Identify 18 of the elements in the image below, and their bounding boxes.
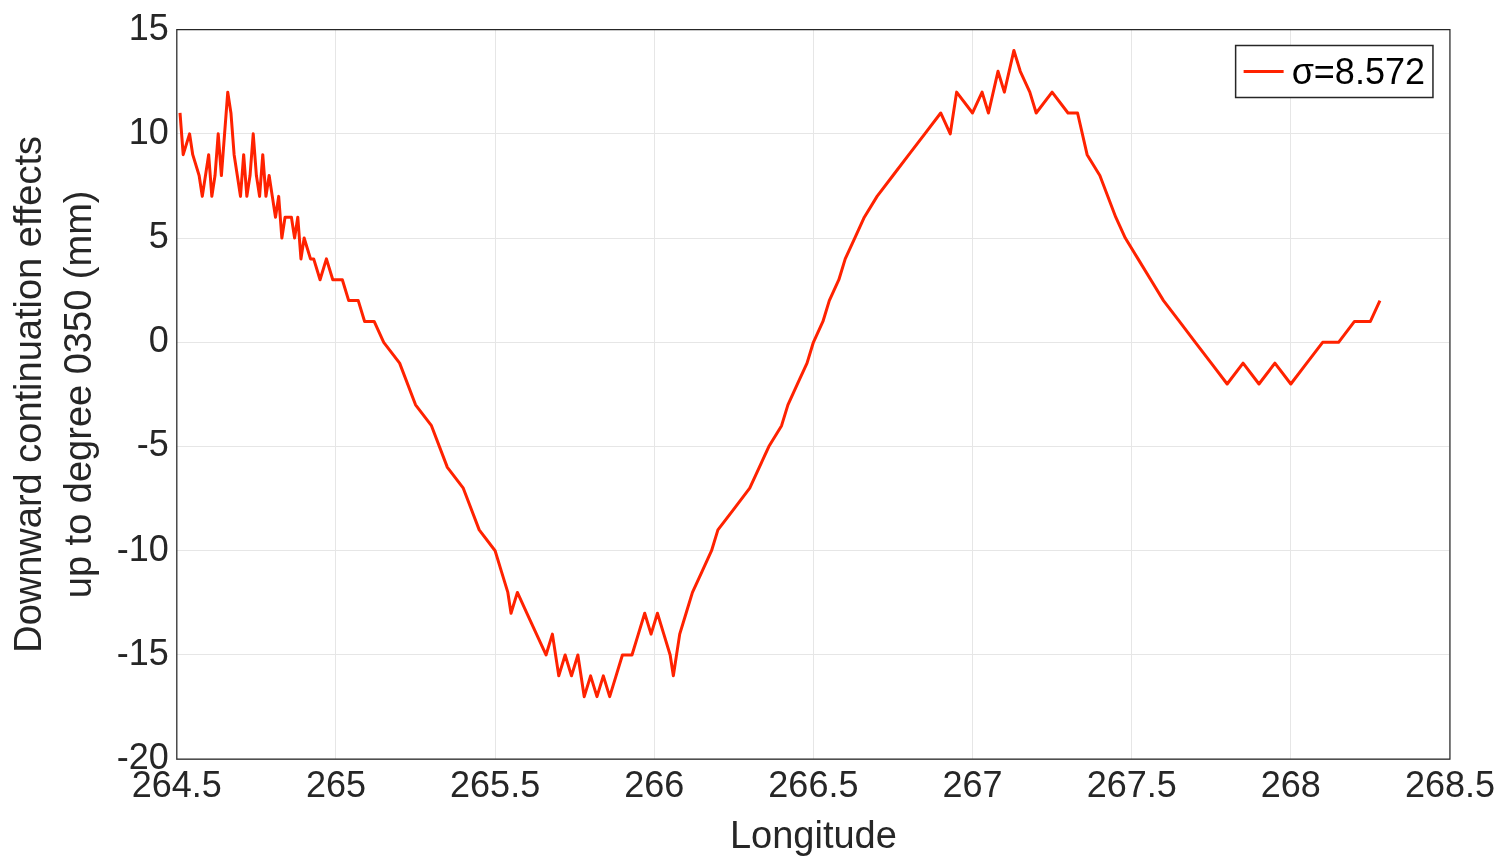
x-tick-label: 265.5 xyxy=(450,763,541,805)
x-tick-label: 268.5 xyxy=(1404,763,1495,805)
legend-label: σ=8.572 xyxy=(1291,50,1425,92)
x-tick-label: 267.5 xyxy=(1086,763,1177,805)
y-tick-label: -15 xyxy=(116,631,169,673)
y-tick-label: -5 xyxy=(136,423,169,465)
x-tick-label: 267 xyxy=(942,763,1003,805)
y-tick-label: 5 xyxy=(148,214,169,256)
y-tick-label: 10 xyxy=(128,110,169,152)
x-tick-label: 266 xyxy=(624,763,685,805)
y-tick-label: 0 xyxy=(148,319,169,361)
y-axis-title: Downward continuation effects up to degree 0350 (mm) xyxy=(7,135,99,653)
y-tick-label: 15 xyxy=(128,6,169,48)
x-tick-label: 266.5 xyxy=(768,763,859,805)
x-tick-label: 268 xyxy=(1260,763,1321,805)
x-tick-label: 265 xyxy=(305,763,367,805)
y-tick-label: -10 xyxy=(116,527,169,569)
x-axis-title: Longitude xyxy=(729,813,897,856)
